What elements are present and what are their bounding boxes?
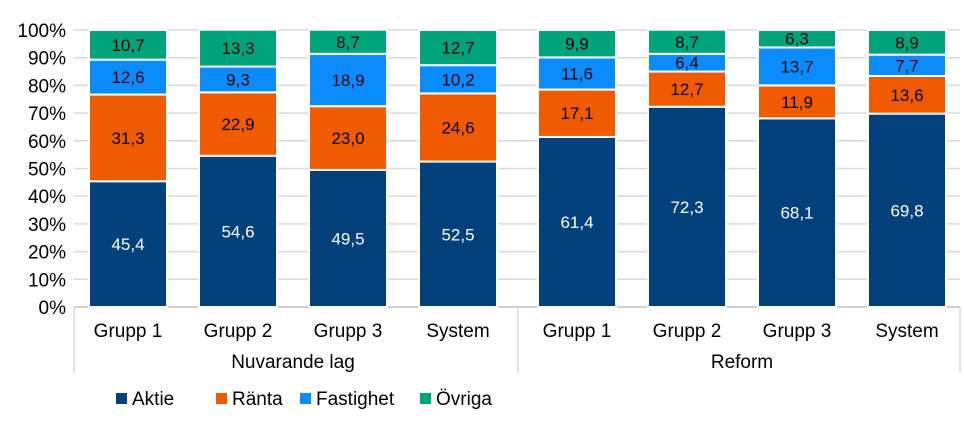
x-tick-label: Grupp 3 (763, 321, 832, 342)
bar-segment-ränta (647, 70, 727, 108)
data-label: 68,1 (780, 204, 813, 223)
y-tick-label: 80% (28, 76, 66, 97)
data-label: 69,8 (890, 201, 923, 220)
bar-segment-övriga (308, 28, 388, 55)
data-label: 72,3 (670, 198, 703, 217)
legend-swatch-aktie (116, 393, 127, 404)
legend-label: Aktie (132, 389, 174, 410)
data-label: 7,7 (895, 56, 919, 75)
bar-segment-fastighet (88, 58, 168, 96)
bar-segment-övriga (418, 29, 498, 67)
data-label: 8,7 (675, 33, 699, 52)
bar-segment-aktie (757, 117, 837, 308)
x-tick-label: Grupp 2 (204, 321, 273, 342)
data-label: 9,9 (565, 35, 589, 54)
bar-segment-övriga (537, 29, 617, 59)
data-label: 8,7 (336, 33, 360, 52)
bar-segment-övriga (647, 28, 727, 55)
data-label: 45,4 (111, 235, 144, 254)
y-tick-label: 0% (39, 298, 67, 319)
bar-segment-övriga (757, 29, 837, 49)
data-label: 11,9 (781, 93, 813, 112)
bar-segment-fastighet (537, 56, 617, 91)
bar-segment-aktie (418, 160, 498, 308)
x-tick-label: Grupp 1 (94, 321, 163, 342)
y-tick-label: 50% (28, 160, 66, 181)
data-label: 24,6 (441, 119, 474, 138)
data-label: 13,3 (221, 39, 254, 58)
bar-segment-fastighet (308, 52, 388, 108)
legend-label: Övriga (436, 389, 492, 410)
y-tick-label: 10% (28, 270, 66, 291)
bar-segment-övriga (88, 29, 168, 61)
data-label: 31,3 (111, 129, 144, 148)
data-label: 6,3 (785, 30, 809, 49)
bar-segment-aktie (867, 112, 947, 308)
data-label: 49,5 (331, 229, 364, 248)
data-label: 10,7 (111, 36, 144, 55)
data-label: 9,3 (226, 70, 250, 89)
bar-segment-aktie (198, 154, 278, 308)
group-label: Reform (711, 352, 773, 373)
bar-segment-övriga (198, 28, 278, 68)
legend-label: Ränta (232, 389, 283, 410)
data-label: 13,7 (780, 57, 813, 76)
bar-segment-ränta (308, 105, 388, 171)
group-label: Nuvarande lag (231, 352, 355, 373)
x-tick-label: Grupp 3 (314, 321, 383, 342)
data-label: 12,6 (111, 68, 144, 87)
bar-segment-aktie (88, 180, 168, 309)
bar-segment-ränta (88, 93, 168, 183)
data-label: 22,9 (221, 115, 254, 134)
x-tick-label: System (426, 321, 489, 342)
legend-swatch-fastighet (300, 393, 311, 404)
y-tick-label: 20% (28, 243, 66, 264)
bar-segment-fastighet (418, 64, 498, 95)
data-label: 13,6 (890, 86, 923, 105)
legend-label: Fastighet (316, 389, 395, 410)
x-tick-label: Grupp 2 (653, 321, 722, 342)
y-tick-label: 70% (28, 104, 66, 125)
x-tick-label: System (875, 321, 938, 342)
bar-segment-övriga (867, 29, 947, 56)
data-label: 10,2 (441, 70, 474, 89)
data-label: 17,1 (560, 104, 593, 123)
bar-segment-ränta (537, 88, 617, 138)
bar-segment-fastighet (757, 46, 837, 87)
data-label: 23,0 (331, 129, 364, 148)
y-tick-label: 100% (17, 21, 66, 42)
y-tick-label: 30% (28, 215, 66, 236)
data-label: 54,6 (221, 222, 254, 241)
data-label: 61,4 (560, 213, 593, 232)
data-label: 8,9 (895, 33, 919, 52)
data-label: 52,5 (441, 225, 474, 244)
data-label: 6,4 (675, 54, 699, 73)
y-tick-label: 90% (28, 49, 66, 70)
y-tick-label: 40% (28, 187, 66, 208)
legend-swatch-övriga (420, 393, 431, 404)
data-label: 18,9 (331, 71, 364, 90)
legend-swatch-ränta (216, 393, 227, 404)
y-tick-label: 60% (28, 132, 66, 153)
x-tick-label: Grupp 1 (543, 321, 612, 342)
data-label: 12,7 (441, 39, 474, 58)
data-label: 11,6 (561, 64, 593, 83)
bar-segment-ränta (757, 84, 837, 120)
data-label: 12,7 (670, 80, 703, 99)
bar-segment-aktie (647, 105, 727, 308)
